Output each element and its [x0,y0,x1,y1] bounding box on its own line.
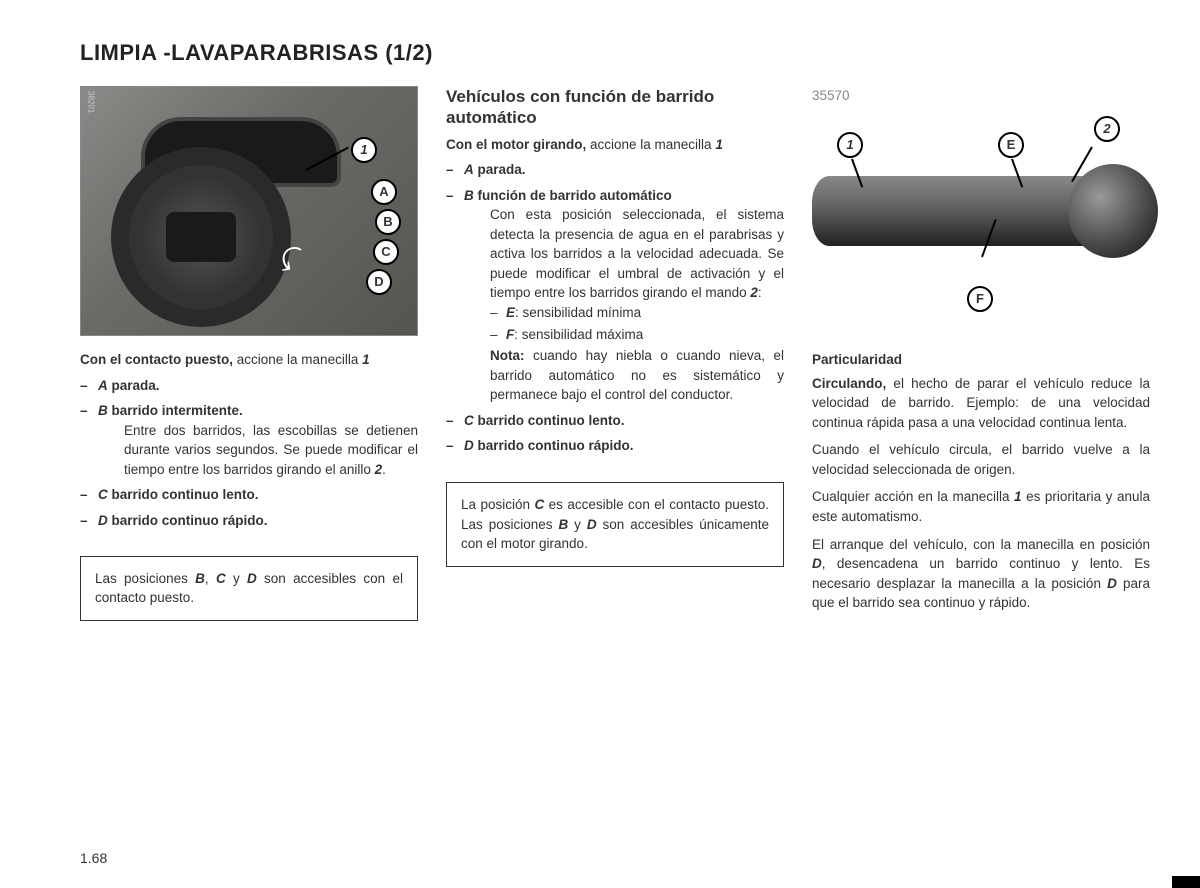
intro-ref: 1 [362,352,370,367]
text-b: barrido intermitente. [108,403,243,418]
c2-item-e: E: sensibilidad mínima [490,303,784,323]
c2-note-label: Nota: [490,348,525,363]
col2-intro-bold: Con el motor girando, [446,137,586,152]
column-1: 38201 ⤹ 1 A B C D Con el contacto puesto… [80,86,418,621]
box2-a: La posición [461,497,534,512]
sub-b-ref: 2 [375,462,383,477]
callout2-E: E [998,132,1024,158]
col2-intro-ref: 1 [715,137,723,152]
p3-ref: 1 [1014,489,1022,504]
box1-sep1: , [205,571,216,586]
page-number: 1.68 [80,850,107,866]
p4-D1: D [812,556,822,571]
item-d: D barrido continuo rápido. [80,511,418,531]
figure-steering-wheel: 38201 ⤹ 1 A B C D [80,86,418,336]
col3-p2: Cuando el vehículo circula, el barrido v… [812,440,1150,479]
c2-inner-list: E: sensibilidad mínima F: sensibilidad m… [464,303,784,344]
content-columns: 38201 ⤹ 1 A B C D Con el contacto puesto… [80,86,1150,621]
col2-intro-rest: accione la manecilla [586,137,715,152]
c2-label-e: E [506,305,515,320]
col3-p4: El arranque del vehículo, con la manecil… [812,535,1150,613]
callout-b: B [375,209,401,235]
callout-1: 1 [351,137,377,163]
column-2: Vehículos con función de barrido automát… [446,86,784,621]
c2-sub-b: Con esta posición seleccionada, el siste… [464,205,784,303]
c2-text-b: función de barrido automático [474,188,672,203]
text-d: barrido continuo rápido. [108,513,268,528]
c2-item-d: D barrido continuo rápido. [446,436,784,456]
page-title: LIMPIA -LAVAPARABRISAS (1/2) [80,40,1150,66]
steering-wheel-shape [111,147,291,327]
c2-item-c: C barrido continuo lento. [446,411,784,431]
c2-item-b: B función de barrido automático Con esta… [446,186,784,405]
box1-sep2: y [226,571,247,586]
c2-label-b: B [464,188,474,203]
col3-p1: Circulando, el hecho de parar el vehícul… [812,374,1150,433]
c2-text-a: parada. [474,162,526,177]
figure-stalk: 35570 1 E 2 F [812,86,1150,336]
stalk-tip-shape [1068,164,1158,258]
box2-B: B [558,517,568,532]
c2-note: Nota: cuando hay niebla o cuando nieva, … [464,346,784,405]
callout-c: C [373,239,399,265]
sub-b: Entre dos barridos, las escobillas se de… [98,421,418,480]
text-c: barrido continuo lento. [108,487,259,502]
p4a: El arranque del vehículo, con la manecil… [812,537,1150,552]
col1-note-box: Las posiciones B, C y D son accesibles c… [80,556,418,621]
c2-item-a: A parada. [446,160,784,180]
c2-text-c: barrido continuo lento. [474,413,625,428]
c2-label-f: F [506,327,514,342]
box1-C: C [216,571,226,586]
callout-d: D [366,269,392,295]
c2-text-f: : sensibilidad máxima [514,327,643,342]
col3-p3: Cualquier acción en la manecilla 1 es pr… [812,487,1150,526]
box2-D: D [587,517,597,532]
col2-intro: Con el motor girando, accione la manecil… [446,135,784,155]
callout-a: A [371,179,397,205]
item-b: B barrido intermitente. Entre dos barrid… [80,401,418,479]
callout2-F: F [967,286,993,312]
label-d: D [98,513,108,528]
col1-intro: Con el contacto puesto, accione la manec… [80,350,418,370]
c2-note-text: cuando hay niebla o cuando nieva, el bar… [490,348,784,402]
c2-label-d: D [464,438,474,453]
box1-D: D [247,571,257,586]
c2-text-e: : sensibilidad mínima [515,305,641,320]
label-c: C [98,487,108,502]
p3a: Cualquier acción en la manecilla [812,489,1014,504]
p4b: , desencadena un barrido continuo y lent… [812,556,1150,591]
text-a: parada. [108,378,160,393]
label-b: B [98,403,108,418]
col1-list: A parada. B barrido intermitente. Entre … [80,376,418,537]
c2-sub-b-text: Con esta posición seleccionada, el siste… [490,207,784,300]
intro-bold: Con el contacto puesto, [80,352,233,367]
item-a: A parada. [80,376,418,396]
box2-sep: y [568,517,587,532]
c2-label-c: C [464,413,474,428]
p1-bold: Circulando, [812,376,886,391]
label-a: A [98,378,108,393]
callout2-2: 2 [1094,116,1120,142]
c2-text-d: barrido continuo rápido. [474,438,634,453]
box1-a: Las posiciones [95,571,195,586]
box2-C: C [534,497,544,512]
intro-rest: accione la manecilla [233,352,362,367]
callout2-1: 1 [837,132,863,158]
col2-note-box: La posición C es accesible con el contac… [446,482,784,567]
figure2-ref-id: 35570 [812,88,850,103]
c2-sub-b-ref: 2 [750,285,758,300]
col2-list: A parada. B función de barrido automátic… [446,160,784,462]
p4-D2: D [1107,576,1117,591]
item-c: C barrido continuo lento. [80,485,418,505]
col3-subhead: Particularidad [812,350,1150,370]
figure-ref-id: 38201 [85,91,97,113]
box1-B: B [195,571,205,586]
c2-label-a: A [464,162,474,177]
col2-heading: Vehículos con función de barrido automát… [446,86,784,129]
c2-item-f: F: sensibilidad máxima [490,325,784,345]
corner-mark [1172,876,1200,888]
column-3: 35570 1 E 2 F Particularidad Circulando,… [812,86,1150,621]
